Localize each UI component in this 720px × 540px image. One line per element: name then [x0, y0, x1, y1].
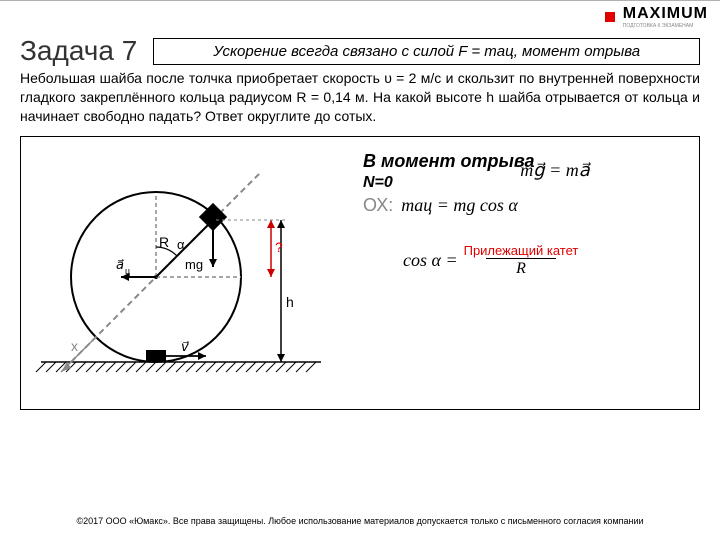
brand-square	[605, 12, 615, 22]
ox-label: ОХ:	[363, 195, 393, 216]
page-title: Задача 7	[20, 35, 137, 67]
problem-text: Небольшая шайба после толчка приобретает…	[0, 67, 720, 132]
svg-text:v⃗: v⃗	[181, 339, 189, 354]
svg-text:a⃗: a⃗	[116, 257, 124, 272]
svg-text:x: x	[71, 338, 78, 354]
diagram-area: R α a⃗ ц mg v⃗ x	[21, 137, 351, 409]
brand-name: MAXIMUM	[623, 5, 708, 23]
main-box: R α a⃗ ц mg v⃗ x	[20, 136, 700, 410]
svg-text:h: h	[286, 294, 294, 310]
hint-box: Ускорение всегда связано с силой F = maц…	[153, 38, 700, 65]
svg-text:ц: ц	[125, 266, 130, 276]
svg-text:?: ?	[275, 239, 283, 255]
eq3-left: cos α =	[403, 250, 458, 271]
svg-text:mg: mg	[185, 257, 203, 272]
solution-area: В момент отрыва N=0 mg⃗ = ma⃗ ОХ: maц = …	[351, 137, 699, 409]
brand-sub: ПОДГОТОВКА К ЭКЗАМЕНАМ	[623, 23, 708, 29]
svg-text:α: α	[177, 237, 185, 252]
diagram-svg: R α a⃗ ц mg v⃗ x	[21, 137, 351, 409]
copyright-footer: ©2017 ООО «Юмакс». Все права защищены. Л…	[0, 516, 720, 526]
eq3-bot: R	[516, 260, 526, 277]
brand-block: MAXIMUM ПОДГОТОВКА К ЭКЗАМЕНАМ	[623, 5, 708, 29]
eq3-top: Прилежащий катет	[464, 244, 579, 257]
eq2: maц = mg cos α	[401, 195, 518, 216]
